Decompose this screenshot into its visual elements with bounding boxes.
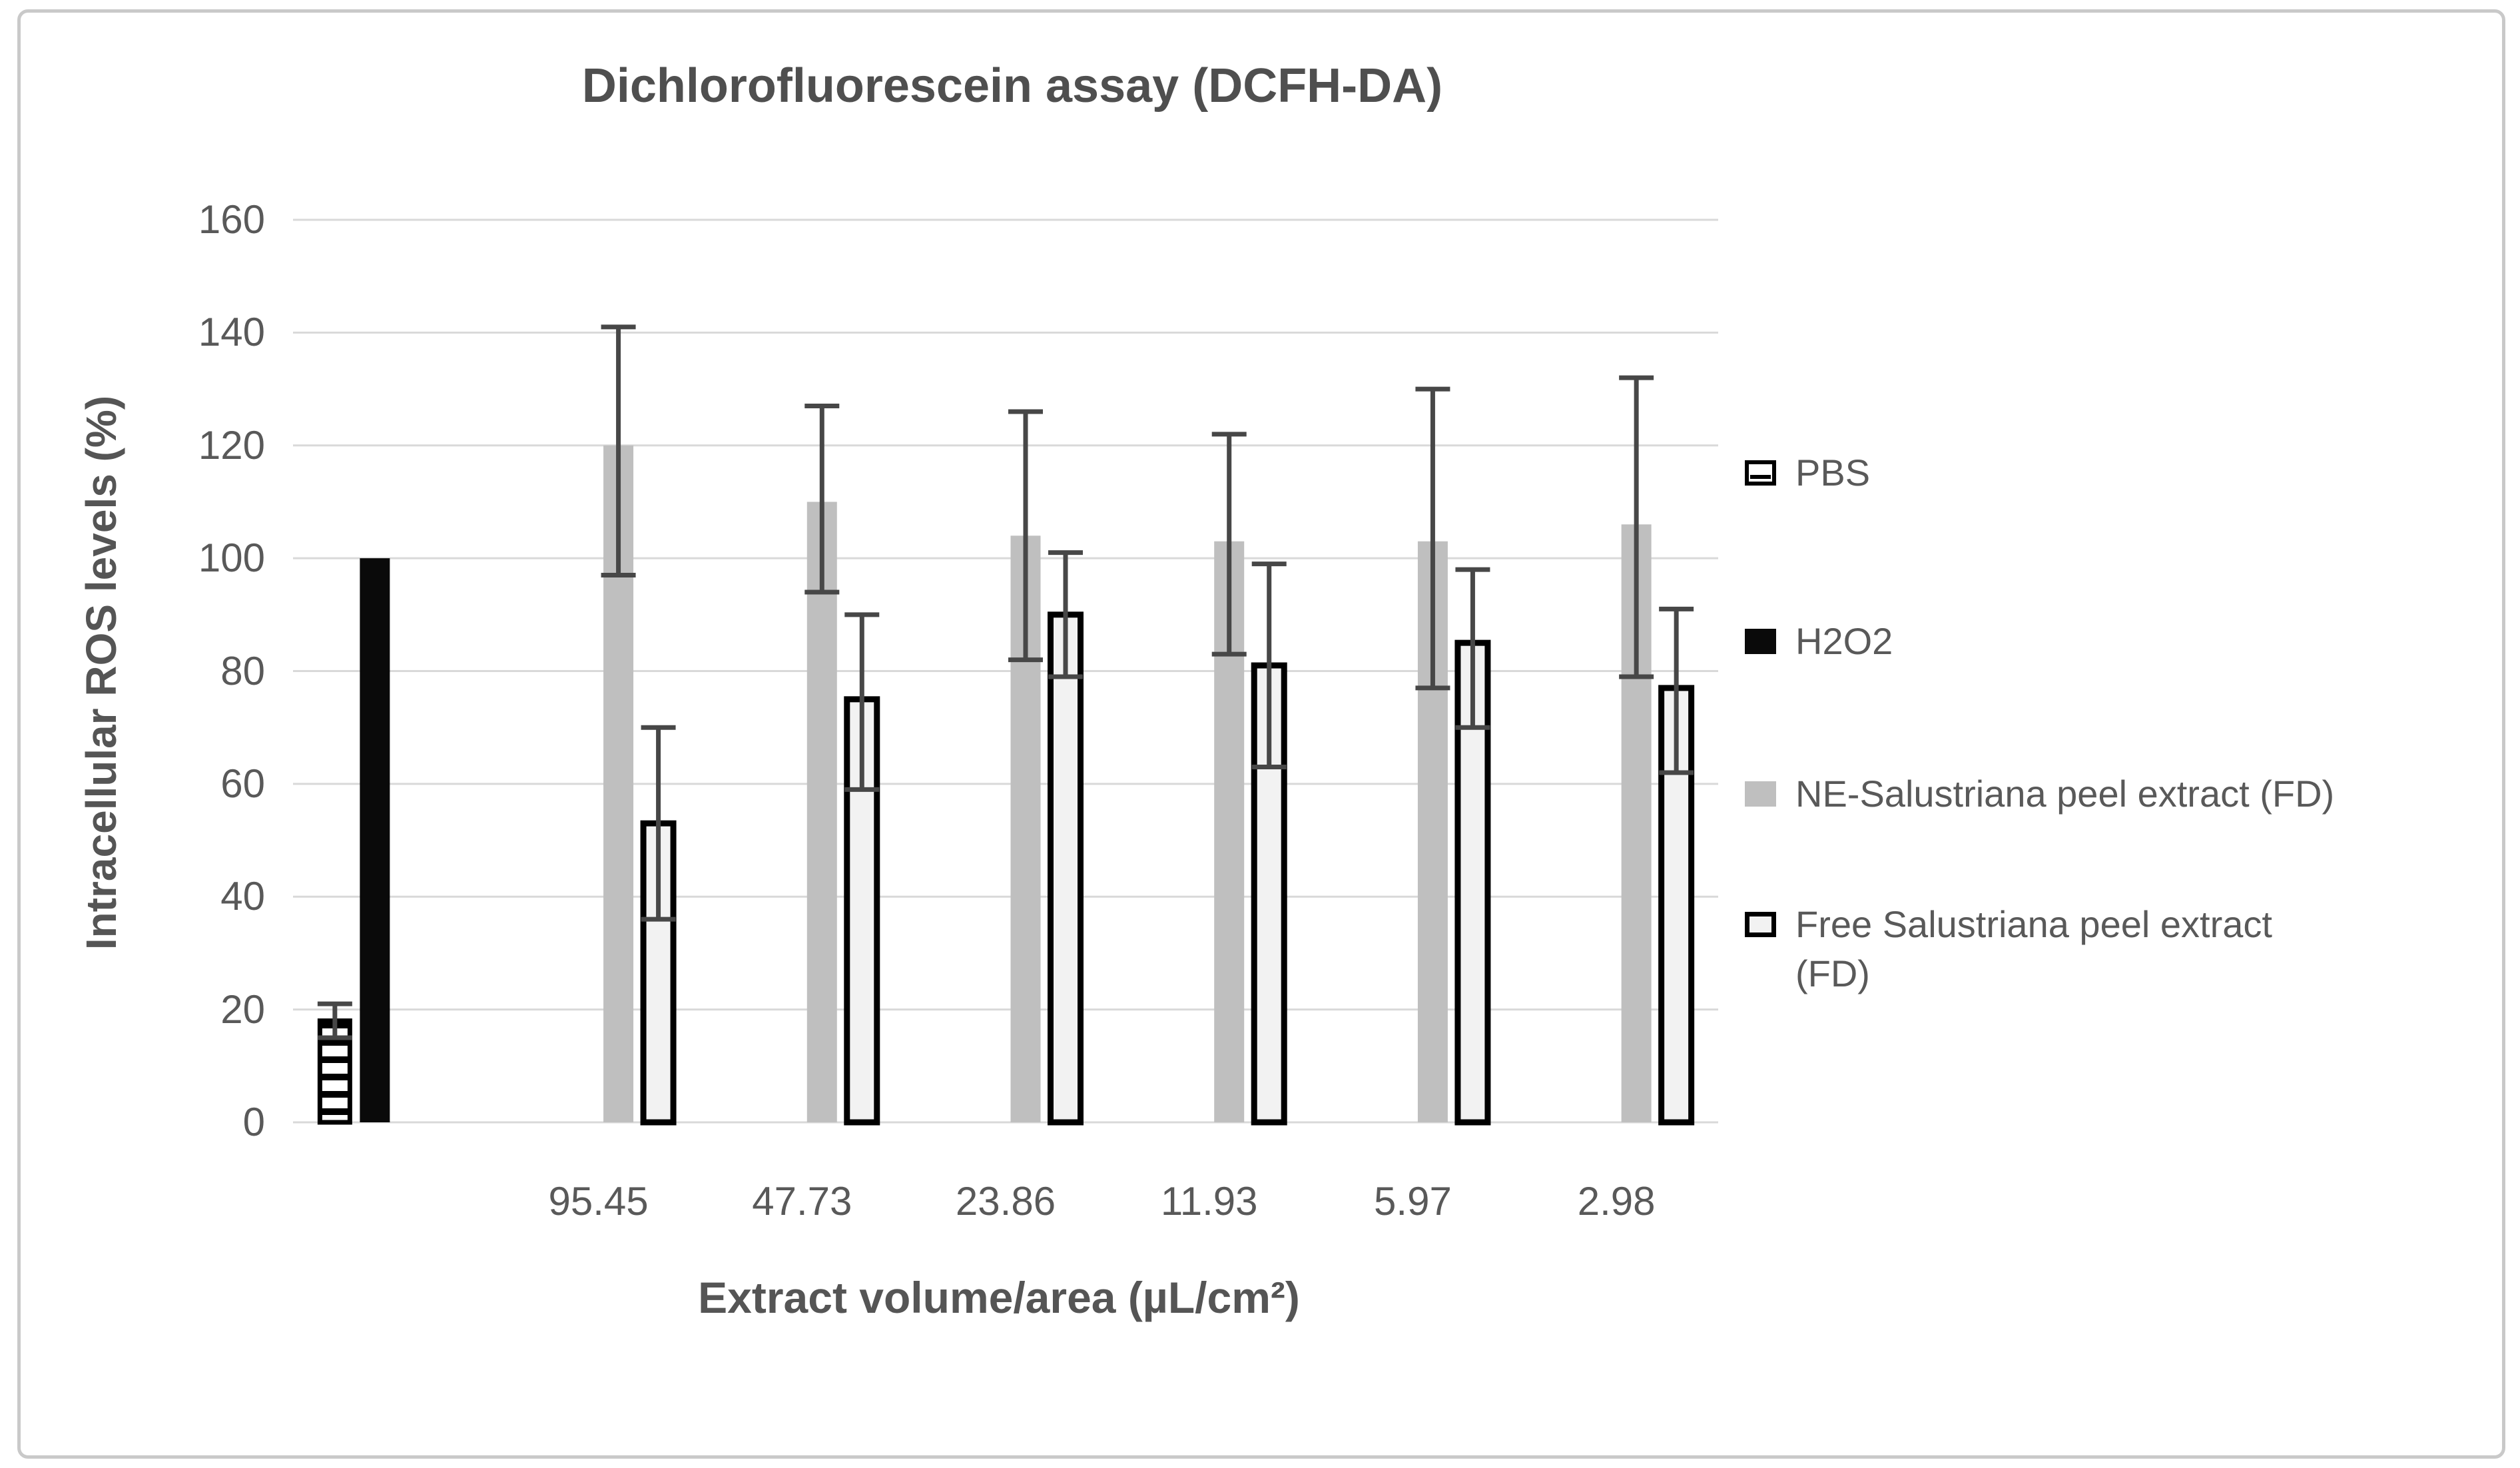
legend-label-line: (FD) [1795, 952, 1870, 994]
y-tick-label-140: 140 [198, 310, 265, 355]
y-tick-label-100: 100 [198, 536, 265, 581]
bar-h2o2-0 [360, 558, 390, 1122]
bar-free-salustriana-4 [1251, 662, 1287, 1126]
legend-swatch-pbs-icon [1745, 460, 1776, 486]
x-tick-label-47.73: 47.73 [752, 1179, 852, 1224]
legend-swatch-h2o2-icon [1745, 629, 1776, 654]
bar-ne-salustriana-2 [806, 502, 837, 1122]
x-tick-label-2.98: 2.98 [1577, 1179, 1656, 1224]
legend-label-h2o2: H2O2 [1795, 617, 1893, 666]
legend-swatch-free-salustriana-icon [1745, 912, 1776, 937]
legend-label-free-salustriana: Free Salustriana peel extract (FD) [1795, 900, 2272, 998]
y-tick-label-160: 160 [198, 197, 265, 242]
legend-label-pbs: PBS [1795, 448, 1870, 498]
legend-label-line: NE-Salustriana peel extract (FD) [1795, 773, 2335, 815]
y-tick-label-80: 80 [220, 648, 265, 693]
x-tick-label-5.97: 5.97 [1374, 1179, 1452, 1224]
y-tick-label-20: 20 [220, 986, 265, 1032]
bar-free-salustriana-3 [1048, 611, 1084, 1126]
y-tick-label-120: 120 [198, 422, 265, 468]
chart-title: Dichlorofluorescein assay (DCFH-DA) [581, 59, 1443, 113]
legend-label-ne-salustriana: NE-Salustriana peel extract (FD) [1795, 769, 2334, 819]
x-axis-title: Extract volume/area (µL/cm²) [698, 1273, 1300, 1322]
error-bars [317, 324, 1694, 1040]
legend-label-line: Free Salustriana peel extract [1795, 903, 2272, 945]
x-tick-label-23.86: 23.86 [955, 1179, 1056, 1224]
legend-label-line: H2O2 [1795, 620, 1893, 662]
gridlines [293, 218, 1718, 1124]
y-tick-label-40: 40 [220, 874, 265, 919]
y-tick-label-0: 0 [242, 1100, 265, 1144]
x-tick-label-95.45: 95.45 [548, 1179, 649, 1224]
legend-label-line: PBS [1795, 452, 1871, 494]
stripe-pattern-line [1750, 475, 1771, 479]
legend-swatch-ne-salustriana-icon [1745, 781, 1776, 807]
x-tick-label-11.93: 11.93 [1160, 1179, 1258, 1224]
y-tick-label-60: 60 [220, 761, 265, 806]
